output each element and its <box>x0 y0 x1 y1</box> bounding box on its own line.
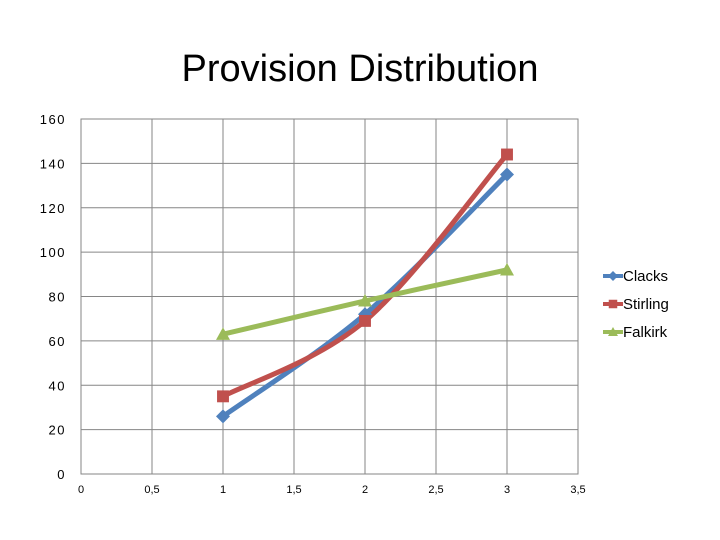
y-tick-label: 100 <box>40 245 66 260</box>
x-tick-label: 1,5 <box>286 484 301 496</box>
data-point-stirling <box>217 390 229 403</box>
x-tick-label: 1 <box>220 484 226 496</box>
legend-label-clacks: Clacks <box>623 268 668 285</box>
y-tick-label: 60 <box>49 334 66 349</box>
y-tick-label: 20 <box>49 423 66 438</box>
plot-frame <box>80 118 579 475</box>
x-tick-label: 0 <box>78 484 84 496</box>
y-tick-label: 80 <box>49 290 66 305</box>
y-tick-label: 120 <box>40 201 66 216</box>
legend-marker-stirling <box>608 299 618 309</box>
legend: Clacks Stirling Falkirk <box>603 268 669 341</box>
y-tick-label: 40 <box>49 378 66 393</box>
chart-title: Provision Distribution <box>181 48 539 90</box>
x-tick-label: 0,5 <box>144 484 159 496</box>
x-tick-label: 2,5 <box>428 484 443 496</box>
x-tick-label: 3,5 <box>570 484 585 496</box>
plot-area-border <box>80 118 579 475</box>
y-tick-label: 140 <box>40 156 66 171</box>
data-point-stirling <box>359 314 371 327</box>
y-axis-tick-labels: 0 20 40 60 80 100 120 140 160 <box>40 112 66 482</box>
legend-marker-clacks <box>608 271 618 281</box>
data-point-stirling <box>501 148 513 161</box>
y-tick-label: 160 <box>40 112 66 127</box>
data-point-falkirk <box>500 262 514 276</box>
data-point-clacks <box>500 167 514 182</box>
data-point-falkirk <box>216 327 230 340</box>
legend-label-stirling: Stirling <box>623 296 669 313</box>
y-tick-label: 0 <box>57 467 66 482</box>
series-markers <box>216 148 514 424</box>
x-axis-tick-labels: 0 0,5 1 1,5 2 2,5 3 3,5 <box>78 484 586 496</box>
legend-marker-falkirk <box>608 327 618 336</box>
legend-label-falkirk: Falkirk <box>623 324 668 341</box>
x-tick-label: 2 <box>362 484 368 496</box>
data-point-clacks <box>216 409 230 424</box>
x-tick-label: 3 <box>504 484 510 496</box>
data-point-falkirk <box>358 293 372 307</box>
